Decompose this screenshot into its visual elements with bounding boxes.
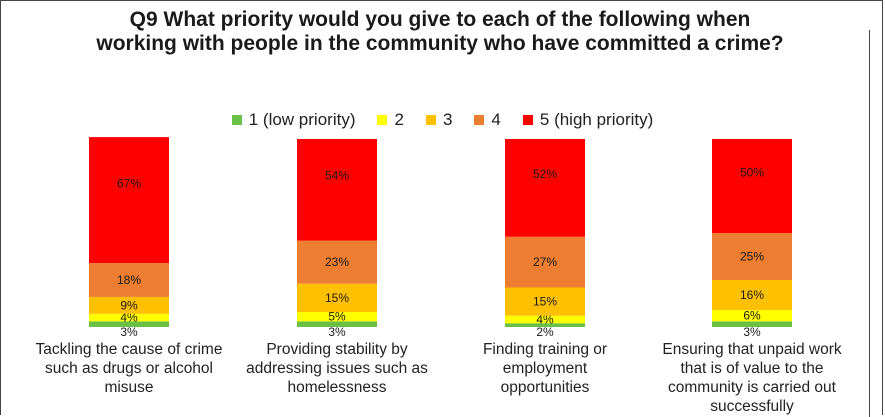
legend-label: 5 (high priority) [539, 110, 654, 129]
bar-segment-2-4 [297, 240, 377, 284]
data-label: 4% [536, 312, 554, 326]
legend-label: 3 [442, 110, 453, 129]
data-label: 3% [328, 325, 346, 339]
bar-segment-2-5 [297, 139, 377, 241]
data-label: 54% [325, 169, 349, 183]
bar-segment-1-1 [89, 321, 169, 327]
category-label-3: Finding training or employment opportuni… [482, 341, 608, 396]
bar-segment-1-3 [89, 296, 169, 314]
data-label: 27% [533, 255, 557, 269]
bar-segment-3-5 [505, 139, 585, 237]
legend-swatch [377, 115, 388, 125]
legend-swatch [425, 115, 436, 125]
category-label-2: Providing stability by addressing issues… [246, 341, 428, 396]
data-label: 2% [536, 325, 554, 339]
legend-item-1: 1 (low priority) [231, 110, 356, 130]
bar-segment-4-1 [712, 321, 792, 327]
bar-segment-2-3 [297, 283, 377, 312]
data-label: 3% [743, 325, 761, 339]
bar-segment-2-2 [297, 311, 377, 322]
bar-segment-3-3 [505, 287, 585, 316]
bar-segment-3-1 [505, 323, 585, 327]
frame-divider [869, 30, 870, 417]
chart-title: Q9 What priority would you give to each … [96, 8, 784, 55]
legend-item-3: 3 [425, 110, 453, 130]
bar-segment-3-4 [505, 236, 585, 288]
data-label: 50% [740, 166, 764, 180]
data-label: 15% [325, 291, 349, 305]
bar-segment-1-5 [89, 137, 169, 264]
legend-swatch [474, 115, 485, 125]
legend-item-4: 4 [474, 110, 501, 130]
data-label: 15% [533, 295, 557, 309]
bar-segment-4-5 [712, 139, 792, 233]
bar-segment-1-4 [89, 263, 169, 297]
legend-label: 4 [491, 110, 501, 129]
data-label: 25% [740, 250, 764, 264]
legend-label: 1 (low priority) [248, 110, 356, 129]
bar-segment-4-4 [712, 233, 792, 280]
data-label: 23% [325, 255, 349, 269]
data-label: 4% [120, 311, 138, 325]
category-label-4: Ensuring that unpaid work that is of val… [662, 341, 842, 415]
data-label: 18% [117, 273, 141, 287]
legend-swatch [522, 115, 533, 125]
bar-segment-1-2 [89, 313, 169, 322]
category-label-1: Tackling the cause of crime such as drug… [35, 341, 223, 396]
data-label: 5% [328, 310, 346, 324]
chart-legend: 1 (low priority) 2 3 4 5 (high priority) [0, 110, 885, 130]
legend-item-2: 2 [377, 110, 404, 130]
legend-swatch [231, 115, 242, 125]
bar-segment-4-2 [712, 310, 792, 322]
bar-segment-4-3 [712, 280, 792, 311]
data-label: 9% [120, 298, 138, 312]
data-label: 67% [117, 177, 141, 191]
data-label: 3% [120, 325, 138, 339]
data-label: 52% [533, 167, 557, 181]
legend-label: 2 [394, 110, 404, 129]
data-label: 6% [743, 309, 761, 323]
legend-item-5: 5 (high priority) [522, 110, 654, 130]
bar-segment-3-2 [505, 315, 585, 324]
data-label: 16% [740, 288, 764, 302]
bar-segment-2-1 [297, 321, 377, 327]
